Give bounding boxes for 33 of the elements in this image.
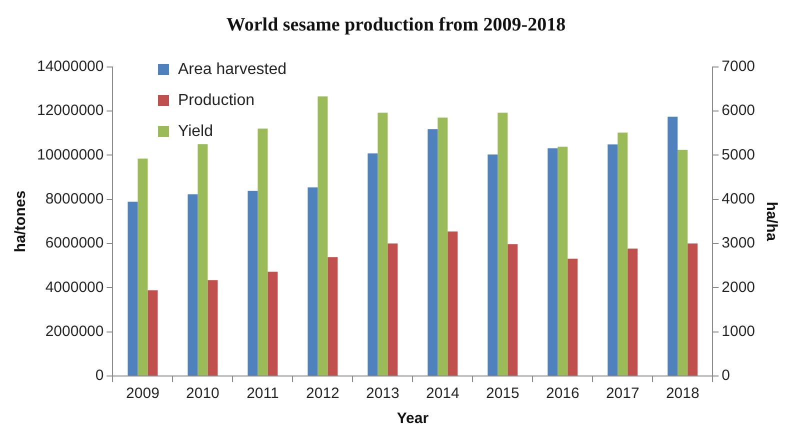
x-tick-label: 2018: [666, 385, 700, 402]
x-tick-label: 2015: [486, 385, 520, 402]
y2-tick-label: 6000: [722, 102, 756, 120]
chart-title: World sesame production from 2009-2018: [226, 14, 566, 36]
y2-tick-label: 5000: [722, 146, 756, 164]
y-tick-label: 10000000: [36, 146, 104, 164]
x-tick-label: 2017: [606, 385, 640, 402]
y-tick-label: 12000000: [36, 102, 104, 120]
y2-tick-label: 3000: [722, 234, 756, 252]
legend-label: Area harvested: [178, 60, 287, 80]
y-tick-label: 0: [95, 367, 104, 384]
x-tick-label: 2014: [426, 385, 460, 402]
x-tick-label: 2010: [186, 385, 220, 402]
x-axis-title: Year: [396, 410, 429, 428]
x-tick-label: 2012: [306, 385, 340, 402]
y-tick-label: 6000000: [45, 234, 104, 252]
x-tick-label: 2011: [246, 385, 279, 402]
y2-tick-label: 7000: [722, 58, 756, 75]
x-tick-label: 2009: [126, 385, 160, 402]
x-tick-label: 2016: [546, 385, 580, 402]
y2-tick-label: 1000: [722, 322, 756, 340]
legend-label: Yield: [178, 122, 213, 142]
y-tick-label: 14000000: [36, 58, 104, 75]
y-axis-title: ha/tones: [12, 190, 30, 252]
y-tick-label: 2000000: [45, 322, 104, 340]
y2-tick-label: 2000: [722, 278, 756, 296]
y-tick-label: 8000000: [45, 190, 104, 208]
y-tick-label: 4000000: [45, 278, 104, 296]
y2-tick-label: 0: [722, 367, 730, 384]
y2-axis-title: ha/ha: [762, 202, 780, 242]
y2-tick-label: 4000: [722, 190, 756, 208]
x-tick-label: 2013: [366, 385, 400, 402]
legend-label: Production: [178, 91, 254, 111]
